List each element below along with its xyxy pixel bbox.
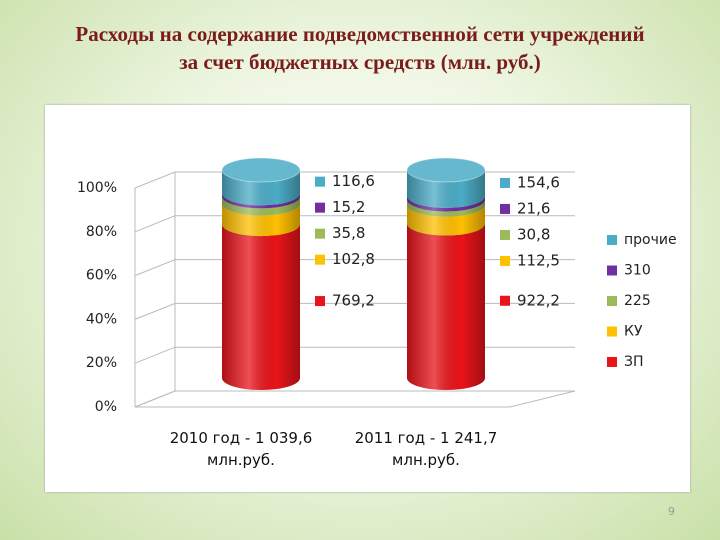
data-label: 769,2: [332, 292, 375, 310]
grid-line: [134, 346, 575, 364]
title-line: за счет бюджетных средств (млн. руб.): [179, 50, 541, 74]
legend-swatch: [607, 265, 617, 276]
data-label: 30,8: [517, 225, 550, 243]
shading: [222, 170, 300, 390]
legend-label: КУ: [624, 324, 643, 340]
legend-label: 310: [624, 263, 651, 279]
label-swatch: [315, 296, 325, 307]
y-tick-label: 0%: [95, 399, 117, 415]
label-swatch: [500, 255, 510, 266]
y-tick-label: 20%: [86, 355, 117, 371]
label-swatch: [500, 295, 510, 306]
legend-label: 225: [624, 293, 651, 309]
legend-swatch: [607, 326, 617, 337]
data-label: 35,8: [332, 224, 365, 242]
top-highlight: [222, 158, 300, 182]
legend-swatch: [607, 235, 617, 245]
chart-panel: [45, 105, 690, 492]
grid-line: [134, 390, 575, 408]
floor: [134, 390, 576, 408]
data-label: 116,6: [332, 172, 375, 190]
data-label: 102,8: [332, 250, 375, 268]
legend-swatch: [607, 357, 617, 367]
x-tick-label: 2011 год - 1 241,7 млн.руб.: [354, 429, 498, 469]
y-tick-label: 80%: [86, 224, 117, 240]
title-line: Расходы на содержание подведомственной с…: [75, 22, 645, 46]
shading: [407, 170, 485, 390]
label-swatch: [500, 177, 510, 188]
y-tick-label: 60%: [86, 268, 117, 284]
page-number: 9: [668, 505, 675, 518]
x-tick-label: 2010 год - 1 039,6 млн.руб.: [169, 429, 313, 469]
data-label: 21,6: [517, 199, 550, 217]
data-label: 154,6: [517, 173, 560, 191]
legend-swatch: [607, 296, 617, 306]
label-swatch: [315, 254, 325, 265]
data-label: 15,2: [332, 198, 365, 216]
label-swatch: [315, 202, 325, 213]
label-swatch: [315, 228, 325, 239]
legend-label: прочие: [624, 232, 677, 248]
top-highlight: [407, 158, 485, 182]
y-tick-label: 100%: [77, 180, 117, 196]
label-swatch: [500, 229, 510, 240]
data-label: 922,2: [517, 291, 560, 309]
label-swatch: [500, 203, 510, 214]
label-swatch: [315, 176, 325, 187]
data-label: 112,5: [517, 251, 560, 269]
y-tick-label: 40%: [86, 311, 117, 327]
legend-label: ЗП: [624, 354, 644, 370]
